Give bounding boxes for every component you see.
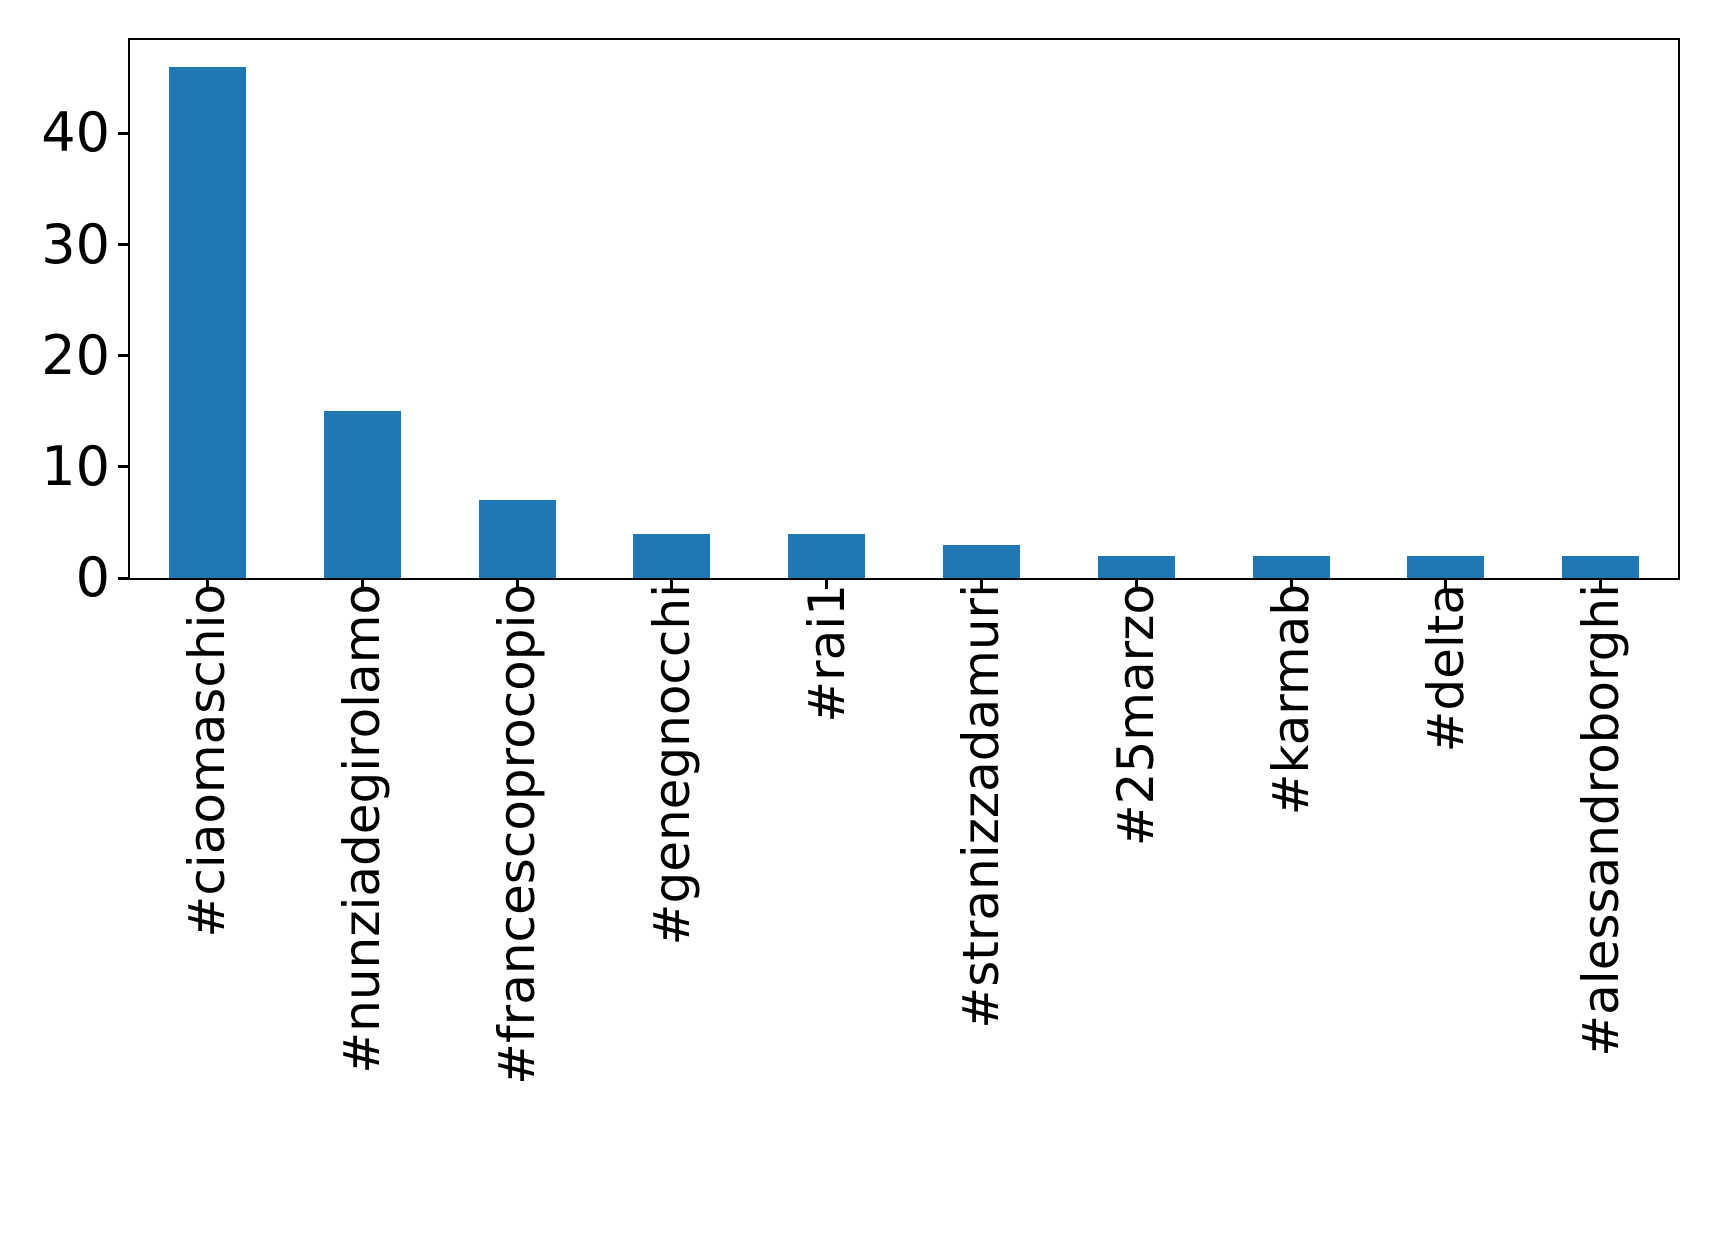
y-tick-label: 40 <box>41 101 110 165</box>
x-tick-mark <box>1599 578 1603 589</box>
bar-alessandroborghi <box>1562 556 1640 578</box>
x-tick-mark <box>1289 578 1293 589</box>
y-tick-mark <box>118 243 130 247</box>
bar-25marzo <box>1097 556 1175 578</box>
y-tick-mark <box>118 131 130 135</box>
x-tick-label-rai1: #rai1 <box>797 584 856 723</box>
x-tick-mark <box>205 578 209 589</box>
bar-stranizzadamuri <box>942 545 1020 578</box>
x-tick-mark <box>825 578 829 589</box>
x-tick-mark <box>515 578 519 589</box>
bar-rai1 <box>788 534 866 578</box>
plot-area <box>128 38 1680 580</box>
x-tick-label-stranizzadamuri: #stranizzadamuri <box>952 584 1011 1029</box>
x-tick-label-genegnocchi: #genegnocchi <box>642 584 701 946</box>
bar-genegnocchi <box>633 534 711 578</box>
x-tick-label-delta: #delta <box>1416 584 1475 753</box>
x-tick-mark <box>360 578 364 589</box>
bar-delta <box>1407 556 1485 578</box>
bar-ciaomaschio <box>168 67 246 578</box>
bar-francescoprocopio <box>478 500 556 578</box>
x-tick-mark <box>979 578 983 589</box>
y-tick-mark <box>118 354 130 358</box>
bar-karmab <box>1252 556 1330 578</box>
y-tick-label: 0 <box>75 546 110 609</box>
x-tick-label-alessandroborghi: #alessandroborghi <box>1571 584 1630 1057</box>
x-tick-mark <box>1134 578 1138 589</box>
x-tick-label-karmab: #karmab <box>1262 584 1320 816</box>
x-tick-label-nunziadegirolamo: #nunziadegirolamo <box>333 584 392 1074</box>
y-tick-label: 20 <box>41 323 110 387</box>
x-tick-mark <box>1444 578 1448 589</box>
x-tick-label-25marzo: #25marzo <box>1107 584 1166 847</box>
y-tick-mark <box>118 465 130 469</box>
y-tick-mark <box>118 576 130 580</box>
x-tick-label-francescoprocopio: #francescoprocopio <box>488 584 546 1085</box>
y-tick-label: 10 <box>41 434 110 498</box>
y-tick-label: 30 <box>41 212 110 276</box>
x-tick-label-ciaomaschio: #ciaomaschio <box>178 584 237 938</box>
x-tick-mark <box>670 578 674 589</box>
bar-nunziadegirolamo <box>323 411 401 578</box>
